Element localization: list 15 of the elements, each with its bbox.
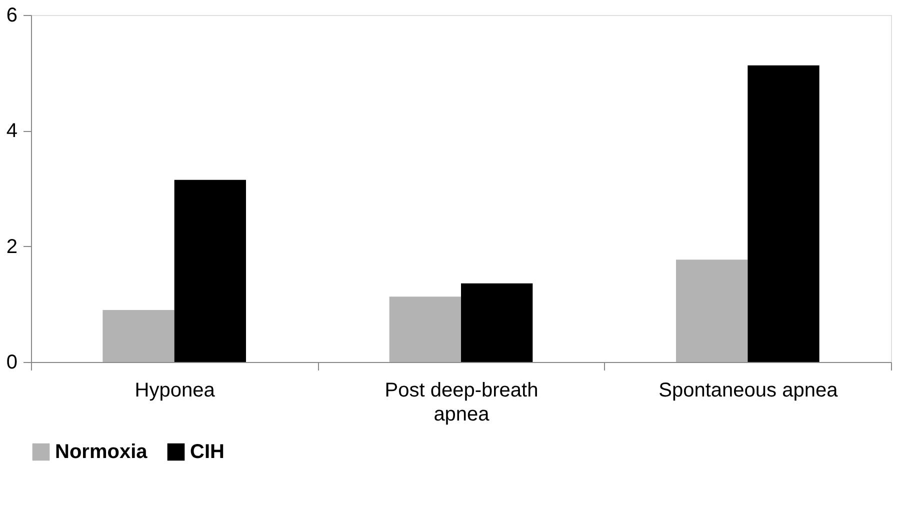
bar — [102, 310, 174, 362]
legend-label: Normoxia — [55, 441, 148, 463]
y-tick-label: 2 — [6, 236, 18, 258]
legend-label: CIH — [190, 441, 224, 463]
bar — [461, 283, 533, 362]
x-tick-label: Post deep-breath apnea — [384, 380, 538, 426]
y-tick-label: 6 — [6, 4, 18, 26]
y-tick-label: 0 — [6, 352, 18, 374]
x-tick-label: Spontaneous apnea — [658, 380, 839, 402]
bar — [174, 180, 246, 362]
bar — [748, 65, 820, 362]
y-tick-label: 4 — [6, 120, 18, 142]
bar — [389, 296, 461, 362]
bar — [676, 260, 748, 362]
x-tick-label: Hyponea — [134, 380, 216, 402]
